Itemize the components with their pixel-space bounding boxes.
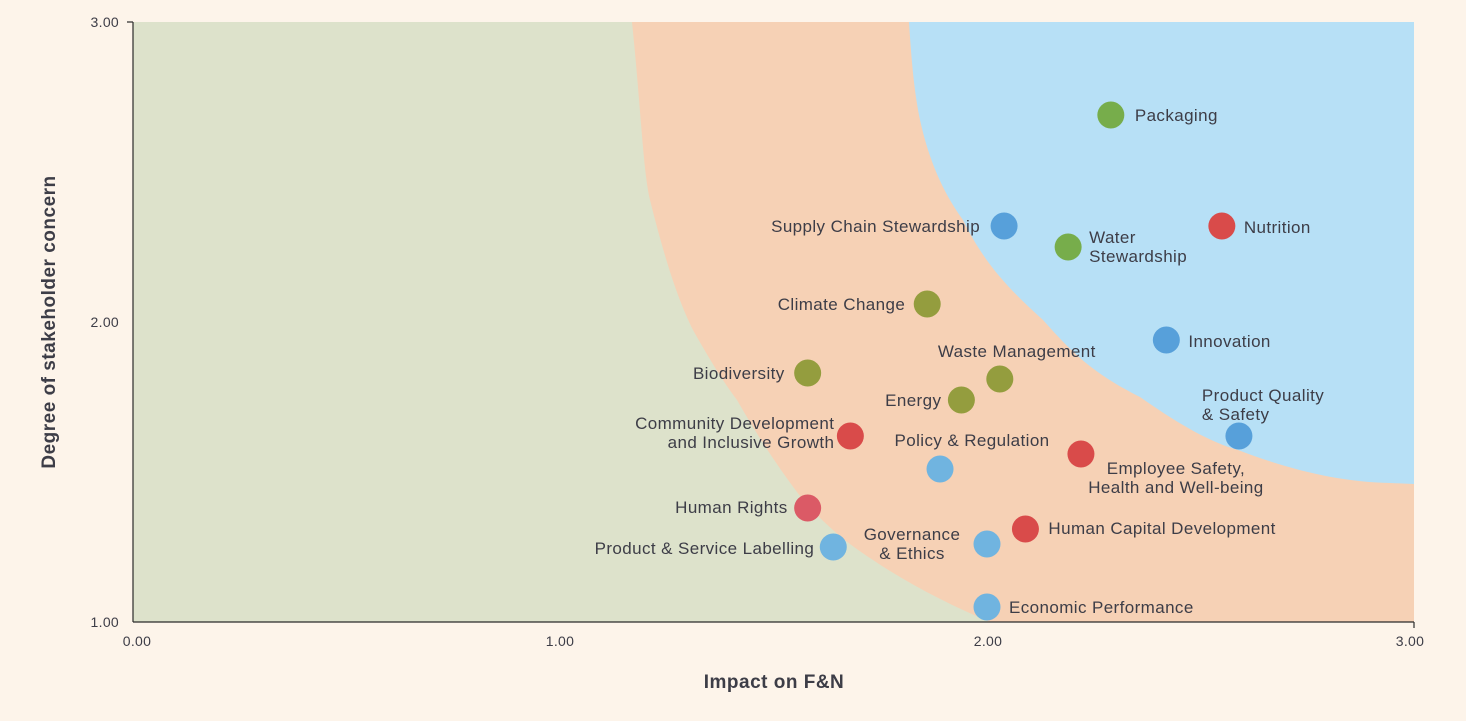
point-marker [1054,233,1082,261]
data-point: Economic Performance [973,593,1194,621]
point-label: Community Development [635,414,834,433]
data-point: Supply Chain Stewardship [771,212,1018,240]
x-tick-label: 0.00 [123,633,151,649]
point-label: Waste Management [938,342,1096,361]
point-label: Employee Safety, [1107,459,1245,478]
data-points: Packaging Supply Chain Stewardship WaterSt… [595,101,1324,621]
point-label: Governance [864,525,961,544]
data-point: Climate Change [778,290,941,318]
data-point: Human Capital Development [1011,515,1275,543]
data-point: Packaging [1097,101,1218,129]
data-point: Waste Management [938,342,1096,393]
x-tick-label: 3.00 [1396,633,1424,649]
point-label: Product & Service Labelling [595,539,815,558]
point-label: Stewardship [1089,247,1187,266]
point-label: Nutrition [1244,218,1311,237]
point-marker [794,359,822,387]
point-marker [1208,212,1236,240]
point-marker [973,593,1001,621]
data-point: Biodiversity [693,359,822,387]
point-label: Innovation [1188,332,1270,351]
point-label: & Ethics [879,544,945,563]
point-label: Supply Chain Stewardship [771,217,980,236]
plot-background [133,22,1414,622]
point-marker [1067,440,1095,468]
point-label: Climate Change [778,295,906,314]
data-point: Product & Service Labelling [595,533,847,561]
y-axis-title: Degree of stakeholder concern [39,175,60,468]
x-tick-label: 1.00 [546,633,574,649]
point-marker [836,422,864,450]
data-point: Product Quality& Safety [1202,386,1324,450]
data-point: Policy & Regulation [895,431,1050,483]
point-label: Water [1089,228,1136,247]
point-label: Biodiversity [693,364,785,383]
point-label: Policy & Regulation [895,431,1050,450]
data-point: Innovation [1152,326,1270,354]
y-tick-label: 1.00 [91,614,119,630]
point-label: Human Rights [675,498,788,517]
point-marker [947,386,975,414]
axes: 0.00 1.00 2.00 3.00 1.00 2.00 3.00 Impac… [39,14,1424,693]
point-marker [990,212,1018,240]
point-label: Human Capital Development [1048,519,1275,538]
point-marker [913,290,941,318]
data-point: Energy [885,386,975,414]
data-point: Nutrition [1208,212,1311,240]
x-tick-label: 2.00 [974,633,1002,649]
x-axis-title: Impact on F&N [704,672,845,693]
point-marker [986,365,1014,393]
point-marker [819,533,847,561]
point-marker [794,494,822,522]
y-tick-label: 2.00 [91,314,119,330]
point-label: Economic Performance [1009,598,1194,617]
point-marker [1225,422,1253,450]
point-label: Health and Well-being [1088,478,1263,497]
point-marker [1011,515,1039,543]
point-marker [1152,326,1180,354]
data-point: Governance& Ethics [864,525,1001,563]
point-marker [1097,101,1125,129]
point-label: and Inclusive Growth [668,433,835,452]
zone-high [909,22,1414,484]
point-marker [926,455,954,483]
point-marker [973,530,1001,558]
y-tick-label: 3.00 [91,14,119,30]
data-point: Employee Safety,Health and Well-being [1067,440,1263,497]
point-label: & Safety [1202,405,1270,424]
point-label: Product Quality [1202,386,1324,405]
point-label: Energy [885,391,941,410]
data-point: Human Rights [675,494,822,522]
point-label: Packaging [1135,106,1218,125]
